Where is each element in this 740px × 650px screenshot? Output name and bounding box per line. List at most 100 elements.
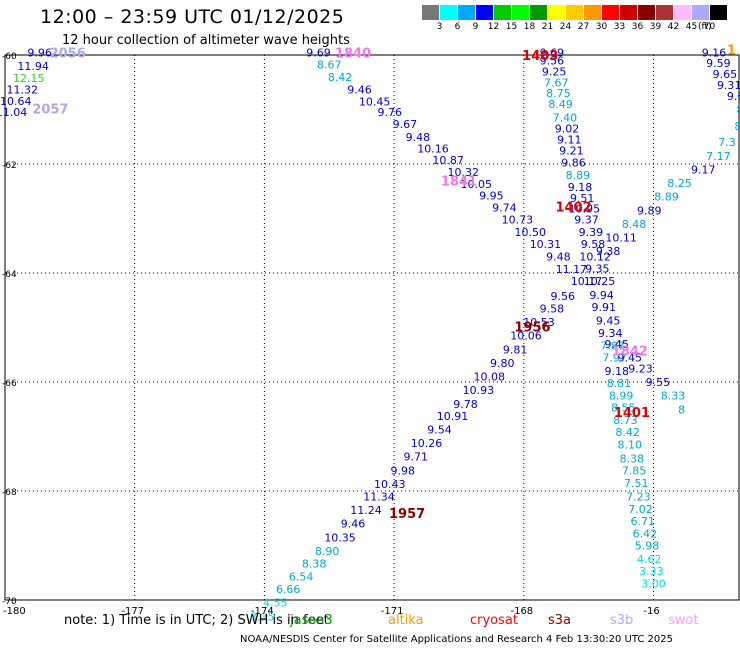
data-point-label: 8.55 <box>611 402 636 415</box>
data-point-label: 9.11 <box>557 133 582 146</box>
pass-time-label: 1401 <box>614 406 650 421</box>
pass-time-label: 2056 <box>50 46 86 61</box>
data-point-label: 9.51 <box>570 192 595 205</box>
data-point-label: 9.17 <box>691 163 716 176</box>
data-point-label: 7.40 <box>553 112 578 125</box>
data-point-label: 8.90 <box>315 545 340 558</box>
data-point-label: 8.38 <box>620 452 645 465</box>
legend-swatch <box>710 5 727 20</box>
data-point-label: 10.35 <box>324 531 356 544</box>
legend-label: 3 <box>436 22 443 32</box>
data-point-label: 10.73 <box>502 214 534 227</box>
data-point-label: 10.93 <box>463 384 495 397</box>
legend-label: 30 <box>595 22 608 32</box>
data-point-label: 11.17 <box>556 263 588 276</box>
data-point-label: 4.62 <box>637 553 662 566</box>
data-point-label: 9.65 <box>713 68 738 81</box>
data-point-label: 9.34 <box>598 327 623 340</box>
data-point-label: 9.39 <box>579 226 604 239</box>
data-point-label: 6.66 <box>276 583 301 596</box>
pass-time-label: 1841 <box>441 174 477 189</box>
legend-label: 21 <box>541 22 554 32</box>
data-point-label: 9.48 <box>546 251 571 264</box>
data-point-label: 12.15 <box>13 72 45 85</box>
data-point-label: 7.17 <box>706 150 731 163</box>
data-point-label: 10.12 <box>579 251 611 264</box>
pass-time-label: 1 <box>727 44 736 59</box>
legend-swatch <box>656 5 673 20</box>
data-point-label: 10.45 <box>359 95 391 108</box>
data-point-label: 11.24 <box>350 504 382 517</box>
y-tick-label: -70 <box>2 597 17 607</box>
data-point-label: 9.31 <box>717 79 740 92</box>
data-point-label: 11.32 <box>7 83 39 96</box>
satellite-jason3: jason3 <box>290 613 333 628</box>
data-point-label: 9.94 <box>589 289 614 302</box>
legend-label: 42 <box>667 22 680 32</box>
data-point-label: 8.89 <box>566 169 591 182</box>
data-point-label: 5.98 <box>635 540 660 553</box>
data-point-label: 10.06 <box>510 330 542 343</box>
x-tick-label: -174 <box>251 606 274 617</box>
data-point-label: 10.08 <box>473 371 505 384</box>
data-point-label: 8.10 <box>618 439 643 452</box>
pass-time-label: 1402 <box>555 201 591 216</box>
data-point-label: 8.75 <box>546 87 571 100</box>
data-point-label: 9.25 <box>542 65 567 78</box>
color-legend: 3 6 9 12 15 18 21 24 27 30 33 36 39 42 45 70 (ft) <box>422 5 728 35</box>
data-point-label: 8.38 <box>302 557 327 570</box>
legend-swatch <box>692 5 709 20</box>
data-point-label: 10.95 <box>569 203 601 216</box>
x-tick-label: -168 <box>510 606 533 617</box>
data-point-label: 9.45 <box>618 351 643 364</box>
legend-swatch <box>620 5 637 20</box>
data-point-label: 10.43 <box>374 478 406 491</box>
data-point-label: 8.48 <box>622 218 647 231</box>
data-point-label: 7.3 <box>718 136 736 149</box>
data-point-label: 10.91 <box>437 410 469 423</box>
pass-time-label: 1956 <box>514 320 550 335</box>
data-point-label: 8.67 <box>317 58 342 71</box>
x-tick-label: -16 <box>643 606 659 617</box>
satellite-altika: altika <box>388 613 424 628</box>
data-point-label: 8.49 <box>548 98 573 111</box>
legend-label: 24 <box>559 22 572 32</box>
data-point-label: 8.25 <box>667 177 692 190</box>
pass-time-label: 1842 <box>612 344 648 359</box>
legend-label: 39 <box>649 22 662 32</box>
data-point-label: 9.23 <box>628 362 653 375</box>
data-point-label: 7.87 <box>600 339 625 352</box>
data-point-label: 3.00 <box>641 578 666 591</box>
note-text: note: 1) Time is in UTC; 2) SWH is in fe… <box>64 613 329 628</box>
data-point-label: 10.05 <box>461 178 493 191</box>
data-point-label: 9.58 <box>540 302 565 315</box>
data-point-label: 9.38 <box>596 245 621 258</box>
satellite-s3b: s3b <box>610 613 634 628</box>
data-point-label: 9.18 <box>605 365 630 378</box>
legend-swatch <box>548 5 565 20</box>
data-point-label: 10.31 <box>530 238 562 251</box>
data-point-label: 4.55 <box>263 597 288 610</box>
data-point-label: 8.73 <box>613 414 638 427</box>
data-point-label: 8 <box>678 403 685 416</box>
y-tick-label: -66 <box>2 379 17 389</box>
legend-label: 6 <box>454 22 461 32</box>
x-tick-label: -171 <box>381 606 404 617</box>
data-point-label: 9.37 <box>574 214 599 227</box>
data-point-label: 10.17 <box>571 275 603 288</box>
data-point-label: 7.02 <box>628 503 653 516</box>
legend-label: 12 <box>487 22 500 32</box>
data-point-label: 9.46 <box>347 83 372 96</box>
data-point-label: 10.87 <box>432 154 464 167</box>
data-point-label: 9.48 <box>406 131 431 144</box>
legend-label: 18 <box>523 22 536 32</box>
data-point-label: 7.67 <box>544 76 569 89</box>
data-point-label: 8.33 <box>661 390 686 403</box>
data-point-label: 9.02 <box>555 123 580 136</box>
chart-subtitle: 12 hour collection of altimeter wave hei… <box>62 33 350 48</box>
legend-label: 45 <box>685 22 698 32</box>
legend-swatch <box>584 5 601 20</box>
data-point-label: 8.99 <box>609 390 634 403</box>
pass-time-label: 1403 <box>522 49 558 64</box>
